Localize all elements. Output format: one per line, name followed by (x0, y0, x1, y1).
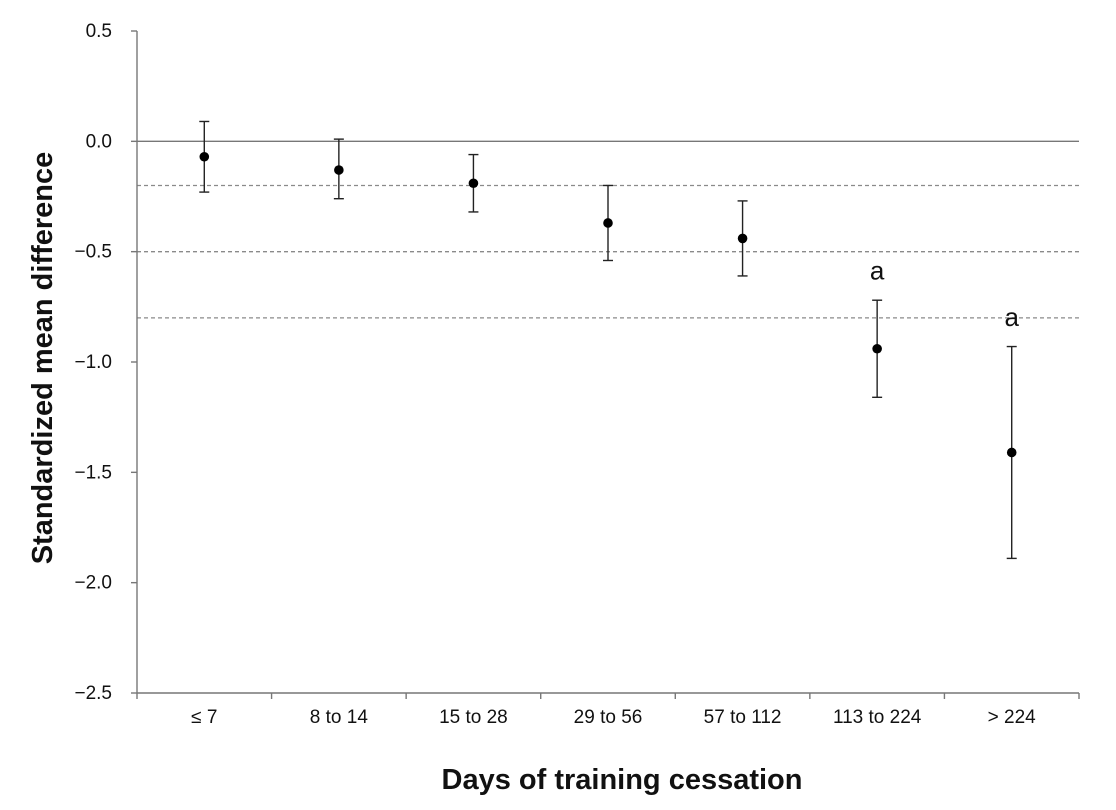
y-tick-label: −2.0 (74, 573, 112, 594)
data-point (872, 343, 882, 354)
significance-annotation: a (1004, 302, 1019, 332)
data-point (737, 233, 748, 244)
y-tick-label: 0.5 (86, 21, 112, 42)
x-tick-label: 29 to 56 (574, 707, 643, 728)
annotations: aa (870, 256, 1020, 332)
data-point (199, 151, 210, 162)
x-tick-label: 57 to 112 (704, 707, 782, 728)
chart-axes (136, 31, 1079, 694)
data-point (1006, 447, 1017, 458)
x-tick-label: 8 to 14 (310, 707, 369, 728)
y-tick-label: −2.5 (74, 683, 112, 704)
significance-annotation: a (870, 256, 885, 286)
data-point (334, 165, 344, 175)
x-tick-label: 15 to 28 (439, 707, 508, 728)
y-axis-title: Standardized mean difference (27, 152, 59, 565)
y-tick-label: −1.0 (74, 352, 112, 373)
x-tick-label: 113 to 224 (833, 707, 922, 728)
y-axis-ticks: 0.5 0.0 −0.5 −1.0 −1.5 −2.0 −2.5 (74, 21, 137, 704)
y-tick-label: −1.5 (74, 462, 112, 483)
data-point (468, 178, 479, 189)
x-tick-label: > 224 (988, 707, 1037, 728)
x-axis-ticks: ≤ 7 8 to 14 15 to 28 29 to 56 57 to 112 113 t… (136, 693, 1080, 728)
y-tick-label: −0.5 (74, 242, 112, 263)
error-bars (199, 120, 1017, 560)
x-axis-title: Days of training cessation (442, 764, 803, 796)
data-points (199, 151, 1017, 458)
x-tick-label: ≤ 7 (191, 707, 217, 728)
data-point (603, 218, 613, 228)
y-tick-label: 0.0 (86, 131, 112, 152)
